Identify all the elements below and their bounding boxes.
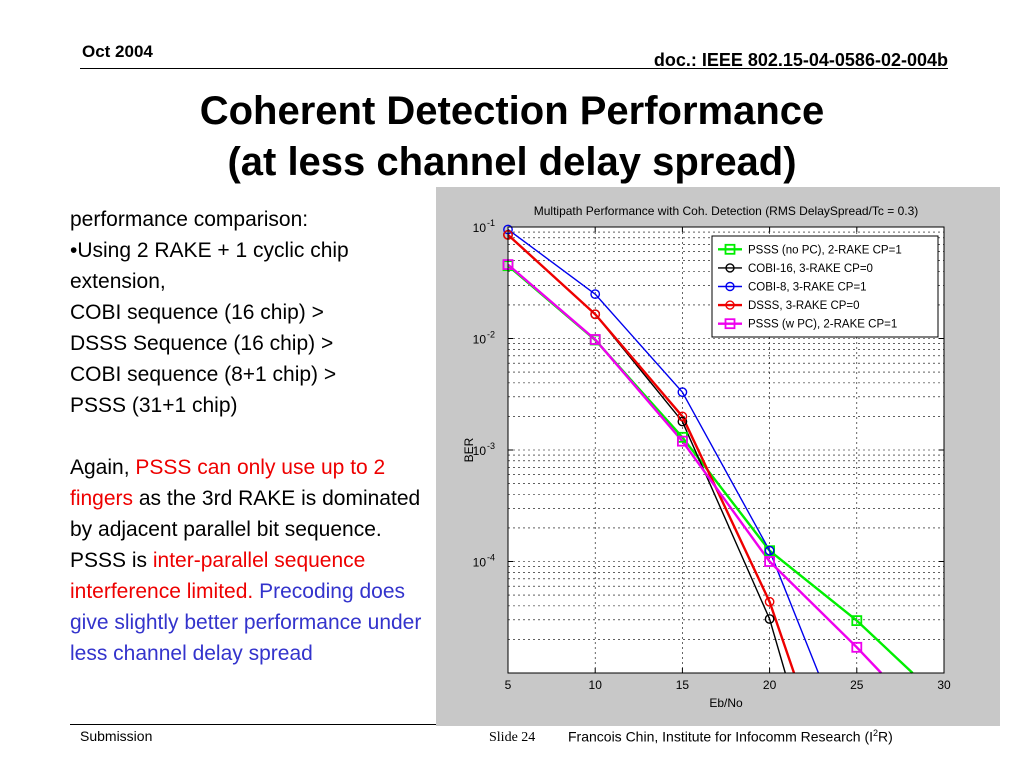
data-point-marker (677, 416, 688, 427)
body-bullet: •Using 2 RAKE + 1 cyclic chip extension, (70, 239, 349, 293)
axis-labels: Multipath Performance with Coh. Detectio… (462, 204, 918, 710)
y-axis-label: BER (462, 437, 476, 462)
footer-submission: Submission (80, 728, 153, 744)
slide-title-line1: Coherent Detection Performance (199, 89, 825, 133)
legend-marker (724, 243, 736, 255)
legend-label: PSSS (no PC), 2-RAKE CP=1 (748, 244, 902, 256)
data-point-marker (851, 641, 863, 653)
ber-plot-figure: 5 10 15 20 25 30 10 -1 10 -2 10 -3 10 -4 Multipath Pe… (436, 187, 1000, 726)
y-tick-label: 10 (473, 444, 487, 458)
legend-marker (724, 318, 736, 330)
header-doc-id: doc.: IEEE 802.15-04-0586-02-004b (653, 50, 948, 70)
data-point-marker (589, 334, 601, 345)
legend-label: DSSS, 3-RAKE CP=0 (748, 300, 860, 312)
y-tick-label-exponent: -4 (487, 553, 495, 563)
slide-body: performance comparison: •Using 2 RAKE + … (70, 204, 432, 669)
legend-box (711, 235, 939, 338)
footer-author-suffix: R) (878, 728, 893, 745)
y-tick-label: 10 (473, 556, 487, 570)
data-point-marker (590, 289, 601, 300)
legend-marker (725, 300, 735, 310)
data-point-marker (851, 615, 863, 627)
data-point-marker (764, 596, 775, 607)
body-text-plain: Again, (70, 456, 136, 479)
data-point-marker (764, 556, 776, 567)
footer-author-sup: 2 (873, 728, 879, 738)
header-divider (80, 68, 948, 69)
y-tick-label: 10 (473, 333, 487, 347)
data-point-marker (590, 309, 601, 320)
footer-divider (70, 724, 436, 725)
legend-label: PSSS (w PC), 2-RAKE CP=1 (748, 319, 897, 331)
legend-marker (725, 263, 735, 273)
x-tick-label: 25 (850, 678, 864, 692)
legend-label: COBI-8, 3-RAKE CP=1 (748, 282, 867, 294)
y-tick-label: 10 (473, 221, 487, 235)
footer-author-prefix: Francois Chin, Institute for Infocomm Re… (568, 728, 873, 745)
data-point-marker (677, 411, 688, 422)
body-text-red: PSSS can only use up to 2 fingers (70, 456, 386, 510)
slide-title: Coherent Detection Performance (at less … (0, 86, 1024, 188)
series-line (507, 233, 796, 674)
ranking-line: PSSS (31+1 chip) (70, 394, 238, 417)
data-point-marker (677, 387, 688, 398)
body-intro: performance comparison: (70, 208, 309, 231)
footer-slide-number: Slide 24 (489, 730, 536, 745)
footer-author: Francois Chin, Institute for Infocomm Re… (568, 728, 893, 745)
data-point-marker (676, 435, 688, 447)
ranking-line: COBI sequence (16 chip) > (70, 301, 324, 324)
x-tick-label: 30 (937, 678, 951, 692)
y-tick-label-exponent: -1 (487, 218, 495, 228)
body-text-plain: as the 3rd RAKE is dominated by adjacent… (70, 487, 421, 572)
ranking-line: DSSS Sequence (16 chip) > (70, 332, 334, 355)
x-axis-label: Eb/No (709, 696, 743, 710)
data-point-marker (764, 545, 775, 556)
legend-marker (725, 281, 735, 292)
ranking-line: COBI sequence (8+1 chip) > (70, 363, 337, 386)
x-tick-label: 15 (676, 678, 690, 692)
grid (508, 227, 944, 673)
series-line (507, 228, 820, 674)
data-point-marker (764, 614, 775, 624)
body-paragraph: Again, PSSS can only use up to 2 fingers… (70, 452, 432, 669)
slide-title-line2: (at less channel delay spread) (227, 140, 797, 184)
y-tick-label-exponent: -2 (487, 330, 495, 340)
header-date: Oct 2004 (82, 42, 153, 61)
body-text-red: inter-parallel sequence interference lim… (70, 549, 366, 603)
x-tick-label: 5 (505, 678, 512, 692)
legend: PSSS (no PC), 2-RAKE CP=1 COBI-16, 3-RAKE… (711, 235, 939, 338)
x-tick-label: 10 (589, 678, 603, 692)
body-text-blue: Precoding does give slightly better perf… (70, 580, 422, 665)
chart-title: Multipath Performance with Coh. Detectio… (534, 204, 919, 218)
paragraph-gap (70, 421, 432, 452)
series-group (502, 224, 914, 674)
x-tick-label: 20 (763, 678, 777, 692)
legend-label: COBI-16, 3-RAKE CP=0 (748, 263, 873, 275)
y-tick-label-exponent: -3 (487, 441, 495, 451)
